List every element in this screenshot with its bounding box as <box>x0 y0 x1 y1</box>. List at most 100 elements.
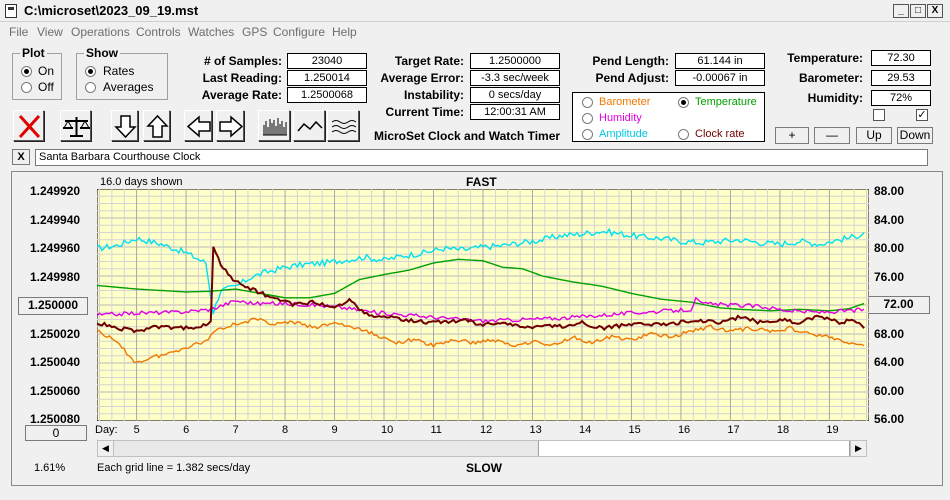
arrow-down-icon <box>114 115 137 139</box>
clock-close-button[interactable]: X <box>12 149 30 165</box>
menu-controls[interactable]: Controls <box>136 25 181 39</box>
show-rates-radio[interactable] <box>85 66 96 77</box>
plot-group-label: Plot <box>20 46 47 60</box>
bars-view-button[interactable] <box>258 110 290 141</box>
bar-graph-icon <box>263 118 287 136</box>
menu-configure[interactable]: Configure <box>273 25 326 39</box>
up-arrow-button[interactable] <box>143 110 170 141</box>
chart-frame <box>11 171 943 486</box>
right-tick: 60.00 <box>874 384 905 398</box>
clock-name-field[interactable]: Santa Barbara Courthouse Clock <box>35 149 928 166</box>
instability-value: 0 secs/day <box>470 87 560 103</box>
current-time-label: Current Time: <box>385 105 464 119</box>
average-error-label: Average Error: <box>380 71 464 85</box>
stop-button[interactable] <box>13 110 44 141</box>
legend-clockrate: Clock rate <box>695 128 745 140</box>
wave-icon <box>331 120 357 134</box>
left-tick: 1.249980 <box>30 270 81 284</box>
menu-bar: File View Operations Controls Watches GP… <box>0 22 950 42</box>
line-view-button[interactable] <box>293 110 325 141</box>
right-checkbox[interactable]: ✓ <box>916 109 928 121</box>
percent-label: 1.61% <box>34 462 66 474</box>
right-arrow-button[interactable] <box>216 110 244 141</box>
legend-humidity-radio[interactable] <box>582 113 593 124</box>
scroll-thumb[interactable] <box>538 441 850 456</box>
right-tick: 80.00 <box>874 241 905 255</box>
series-line-temperature <box>97 258 865 312</box>
legend-barometer-radio[interactable] <box>582 97 593 108</box>
day-tick-label: 19 <box>826 424 839 436</box>
target-rate-value: 1.2500000 <box>470 53 560 69</box>
series-line-amplitude <box>97 227 865 315</box>
instability-label: Instability: <box>403 88 464 102</box>
balance-scale-icon <box>63 117 90 137</box>
legend-temperature: Temperature <box>695 96 757 108</box>
legend-humidity: Humidity <box>599 112 642 124</box>
pend-adjust-label: Pend Adjust: <box>595 71 669 85</box>
series-line-humidity <box>97 296 865 325</box>
menu-help[interactable]: Help <box>332 25 357 39</box>
left-tick: 1.250020 <box>30 327 81 341</box>
menu-view[interactable]: View <box>37 25 63 39</box>
plot-off-radio[interactable] <box>21 82 32 93</box>
minimize-button[interactable]: _ <box>893 4 909 18</box>
show-averages-label: Averages <box>103 80 154 94</box>
plus-button[interactable]: + <box>775 127 809 144</box>
right-tick: 76.00 <box>874 270 905 284</box>
show-group <box>76 53 168 100</box>
right-tick: 64.00 <box>874 355 905 369</box>
minus-button[interactable]: — <box>814 127 850 144</box>
maximize-button[interactable]: □ <box>910 4 926 18</box>
day-tick-label: 6 <box>183 424 190 436</box>
current-time-value: 12:00:31 AM <box>470 104 560 120</box>
right-center-value[interactable]: 72.00 <box>867 296 930 314</box>
menu-file[interactable]: File <box>9 25 29 39</box>
fast-label: FAST <box>466 175 497 189</box>
show-averages-radio[interactable] <box>85 82 96 93</box>
legend-clockrate-radio[interactable] <box>678 129 689 140</box>
legend-barometer: Barometer <box>599 96 651 108</box>
last-reading-label: Last Reading: <box>202 71 282 85</box>
line-graph-icon <box>297 120 323 132</box>
down-arrow-button[interactable] <box>111 110 138 141</box>
series-line-clock-rate <box>97 246 865 334</box>
menu-gps[interactable]: GPS <box>242 25 268 39</box>
left-arrow-button[interactable] <box>184 110 212 141</box>
day-tick-label: 18 <box>776 424 790 436</box>
app-title: MicroSet Clock and Watch Timer <box>374 129 561 143</box>
day-tick-label: 9 <box>331 424 338 436</box>
balance-button[interactable] <box>60 110 91 141</box>
offset-value-button[interactable]: 0 <box>25 425 87 441</box>
chart-plot-area <box>97 189 869 421</box>
day-tick-label: 11 <box>430 424 442 436</box>
day-tick-label: 7 <box>232 424 239 436</box>
close-button[interactable]: X <box>927 4 943 18</box>
wave-view-button[interactable] <box>327 110 359 141</box>
day-tick-label: 14 <box>578 424 592 436</box>
scroll-left-icon[interactable]: ◀ <box>98 441 114 456</box>
scroll-right-icon[interactable]: ▶ <box>850 441 866 456</box>
day-tick-label: 10 <box>381 424 394 436</box>
target-rate-label: Target Rate: <box>394 54 464 68</box>
horizontal-scrollbar[interactable]: ◀ ▶ <box>97 440 867 457</box>
days-shown-label: 16.0 days shown <box>100 176 183 188</box>
legend-temperature-radio[interactable] <box>678 97 689 108</box>
legend-amplitude-radio[interactable] <box>582 129 593 140</box>
plot-on-radio[interactable] <box>21 66 32 77</box>
down-button[interactable]: Down <box>897 127 933 144</box>
pend-adjust-value: -0.00067 in <box>675 70 765 86</box>
up-button[interactable]: Up <box>856 127 892 144</box>
slow-label: SLOW <box>466 461 502 475</box>
menu-watches[interactable]: Watches <box>188 25 235 39</box>
plot-on-label: On <box>38 64 55 78</box>
menu-operations[interactable]: Operations <box>71 25 130 39</box>
left-center-value[interactable]: 1.250000 <box>18 297 88 315</box>
temperature-value: 72.30 <box>871 50 931 66</box>
left-tick: 1.249920 <box>30 184 81 198</box>
average-error-value: -3.3 sec/week <box>470 70 560 86</box>
right-tick: 68.00 <box>874 327 905 341</box>
left-checkbox[interactable] <box>873 109 885 121</box>
arrow-up-icon <box>146 114 169 138</box>
app-icon <box>5 4 17 18</box>
day-axis-label: Day: <box>95 424 118 436</box>
